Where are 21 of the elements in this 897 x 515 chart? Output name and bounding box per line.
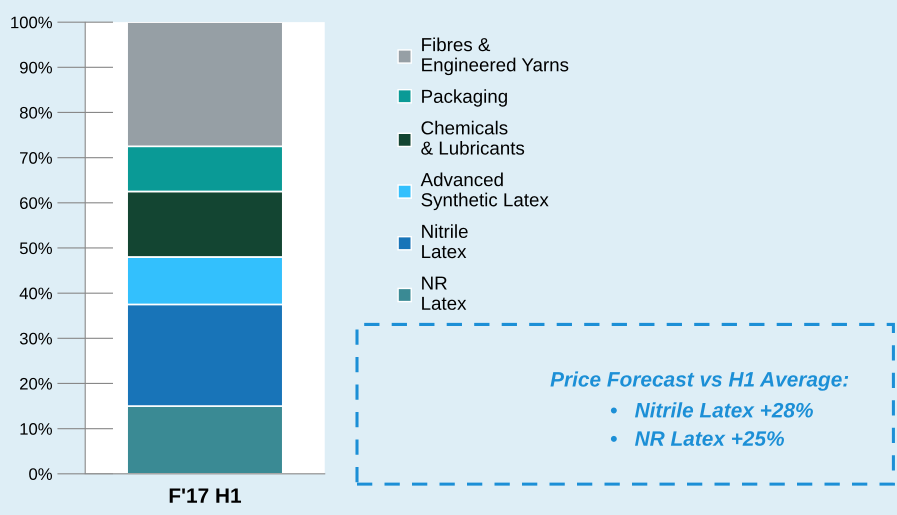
legend-label: Packaging bbox=[422, 89, 507, 107]
y-tick-label: 100% bbox=[11, 16, 52, 28]
legend-label: Chemicals & Lubricants bbox=[421, 120, 524, 155]
y-tick-label: 20% bbox=[20, 378, 52, 390]
text: • NR Latex +25% bbox=[610, 431, 784, 446]
legend-label: NR Latex bbox=[422, 276, 466, 310]
y-tick-label: 30% bbox=[20, 332, 52, 345]
y-tick-label: 10% bbox=[20, 423, 52, 435]
y-tick-label: 40% bbox=[20, 288, 52, 300]
legend-label: Advanced Synthetic Latex bbox=[420, 172, 549, 210]
y-tick-label: 70% bbox=[20, 152, 52, 164]
y-tick-label: 90% bbox=[20, 62, 52, 74]
x-tick-label: F'17 H1 bbox=[170, 488, 242, 503]
legend-label: Fibres & Engineered Yarns bbox=[422, 37, 568, 76]
legend-label: Nitrile Latex bbox=[422, 224, 468, 258]
y-tick-label: 60% bbox=[20, 197, 52, 210]
y-tick-label: 0% bbox=[29, 468, 52, 480]
y-tick-label: 80% bbox=[20, 106, 52, 119]
y-tick-label: 50% bbox=[20, 242, 52, 254]
text: Price Forecast vs H1 Average: bbox=[550, 371, 848, 391]
text: • Nitrile Latex +28% bbox=[610, 402, 813, 418]
